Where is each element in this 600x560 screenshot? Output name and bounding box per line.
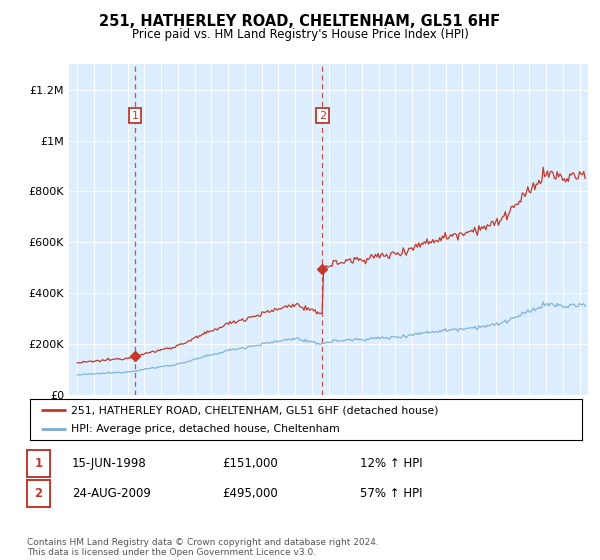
Text: HPI: Average price, detached house, Cheltenham: HPI: Average price, detached house, Chel… [71,424,340,433]
Text: 57% ↑ HPI: 57% ↑ HPI [360,487,422,501]
Text: 2: 2 [319,111,326,120]
Text: 2: 2 [34,487,43,501]
Text: 251, HATHERLEY ROAD, CHELTENHAM, GL51 6HF: 251, HATHERLEY ROAD, CHELTENHAM, GL51 6H… [100,14,500,29]
Text: 24-AUG-2009: 24-AUG-2009 [72,487,151,501]
Text: Price paid vs. HM Land Registry's House Price Index (HPI): Price paid vs. HM Land Registry's House … [131,28,469,41]
Text: 1: 1 [131,111,139,120]
Text: £151,000: £151,000 [222,457,278,470]
Text: 251, HATHERLEY ROAD, CHELTENHAM, GL51 6HF (detached house): 251, HATHERLEY ROAD, CHELTENHAM, GL51 6H… [71,405,439,415]
Text: £495,000: £495,000 [222,487,278,501]
Text: 15-JUN-1998: 15-JUN-1998 [72,457,147,470]
Text: 12% ↑ HPI: 12% ↑ HPI [360,457,422,470]
Text: 1: 1 [34,457,43,470]
Text: Contains HM Land Registry data © Crown copyright and database right 2024.
This d: Contains HM Land Registry data © Crown c… [27,538,379,557]
